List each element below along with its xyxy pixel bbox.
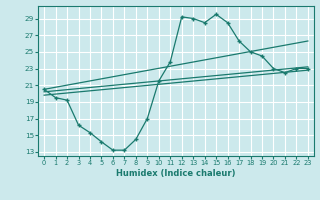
X-axis label: Humidex (Indice chaleur): Humidex (Indice chaleur) [116,169,236,178]
